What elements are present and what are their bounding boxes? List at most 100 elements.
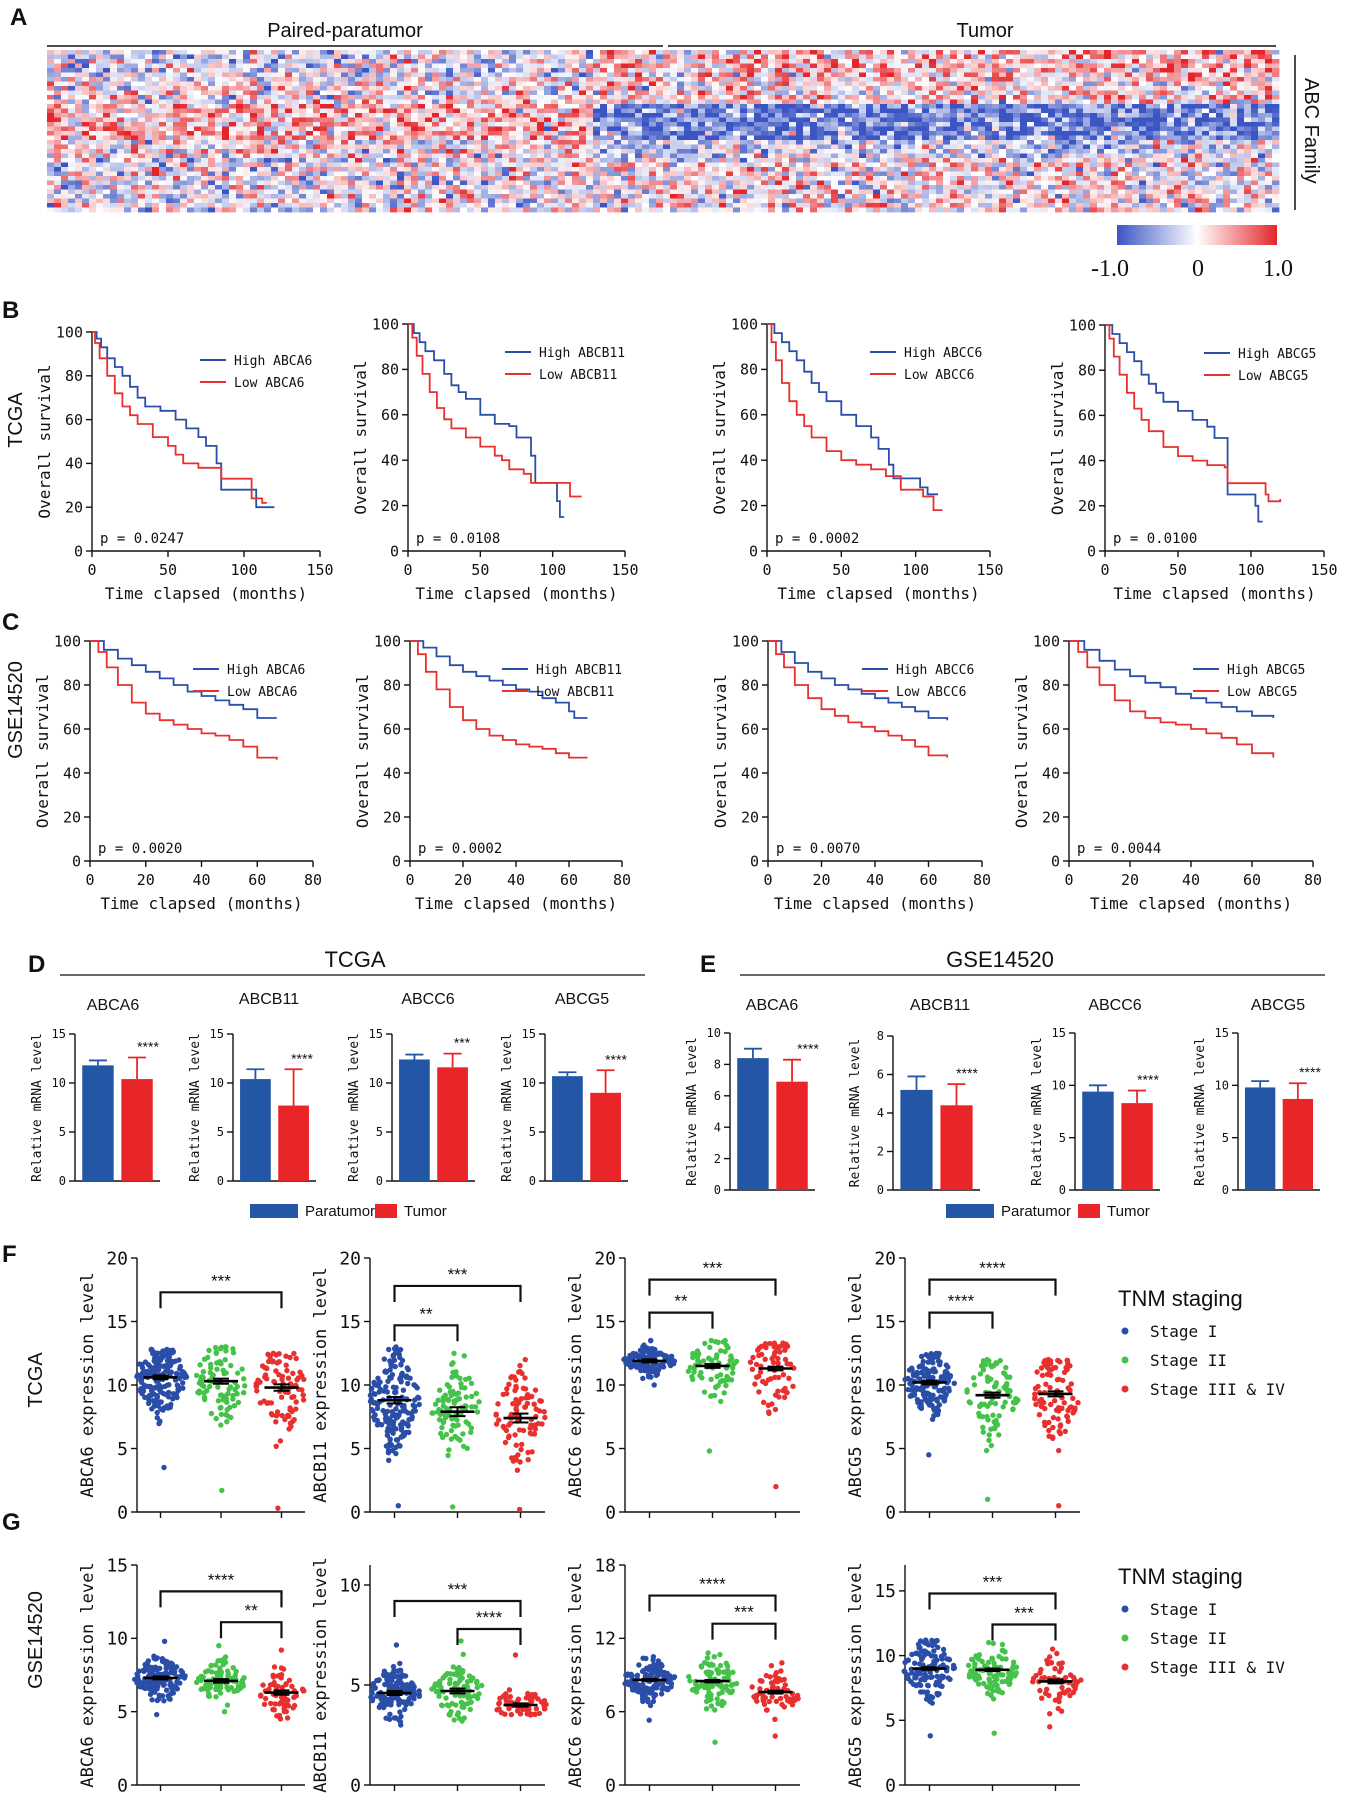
heatmap-cell bbox=[215, 144, 223, 150]
heatmap-cell bbox=[187, 63, 195, 69]
heatmap-cell bbox=[607, 108, 615, 114]
heatmap-cell bbox=[61, 171, 69, 177]
heatmap-cell bbox=[306, 149, 314, 154]
heatmap-group-label-paratumor: Paired-paratumor bbox=[267, 20, 423, 42]
heatmap-cell bbox=[817, 117, 825, 123]
heatmap-cell bbox=[859, 95, 867, 100]
heatmap-cell bbox=[796, 99, 804, 105]
heatmap-cell bbox=[649, 81, 657, 87]
heatmap-cell bbox=[334, 99, 342, 105]
heatmap-cell bbox=[1111, 99, 1119, 105]
heatmap-cell bbox=[1104, 86, 1112, 91]
heatmap-cell bbox=[292, 158, 300, 163]
heatmap-cell bbox=[285, 77, 293, 82]
heatmap-cell bbox=[838, 131, 846, 136]
heatmap-cell bbox=[929, 50, 937, 55]
heatmap-cell bbox=[537, 81, 545, 87]
heatmap-cell bbox=[684, 72, 692, 78]
heatmap-cell bbox=[509, 81, 517, 87]
heatmap-cell bbox=[1125, 77, 1133, 82]
heatmap-cell bbox=[684, 108, 692, 114]
heatmap-cell bbox=[61, 162, 69, 168]
heatmap-cell bbox=[691, 135, 699, 141]
heatmap-cell bbox=[922, 144, 930, 150]
heatmap-cell bbox=[145, 126, 153, 132]
heatmap-cell bbox=[740, 117, 748, 123]
heatmap-cell bbox=[600, 72, 608, 78]
heatmap-cell bbox=[61, 113, 69, 118]
heatmap-cell bbox=[397, 86, 405, 91]
heatmap-cell bbox=[1076, 167, 1084, 172]
heatmap-cell bbox=[677, 68, 685, 73]
heatmap-cell bbox=[432, 162, 440, 168]
heatmap-cell bbox=[803, 149, 811, 154]
heatmap-cell bbox=[1055, 68, 1063, 73]
heatmap-cell bbox=[1132, 167, 1140, 172]
heatmap-cell bbox=[362, 158, 370, 163]
heatmap-cell bbox=[411, 99, 419, 105]
heatmap-cell bbox=[453, 162, 461, 168]
heatmap-cell bbox=[404, 135, 412, 141]
heatmap-cell bbox=[278, 59, 286, 64]
heatmap-cell bbox=[1104, 117, 1112, 123]
heatmap-cell bbox=[320, 50, 328, 55]
heatmap-cell bbox=[1041, 140, 1049, 145]
heatmap-cell bbox=[677, 50, 685, 55]
heatmap-cell bbox=[628, 126, 636, 132]
heatmap-cell bbox=[75, 122, 83, 127]
heatmap-cell bbox=[943, 122, 951, 127]
heatmap-cell bbox=[1181, 162, 1189, 168]
heatmap-cell bbox=[908, 171, 916, 177]
heatmap-cell bbox=[327, 149, 335, 154]
heatmap-cell bbox=[1237, 144, 1245, 150]
heatmap-cell bbox=[425, 68, 433, 73]
heatmap-cell bbox=[292, 162, 300, 168]
heatmap-cell bbox=[131, 63, 139, 69]
heatmap-cell bbox=[439, 72, 447, 78]
heatmap-cell bbox=[1181, 59, 1189, 64]
heatmap-cell bbox=[187, 117, 195, 123]
heatmap-cell bbox=[1125, 131, 1133, 136]
heatmap-cell bbox=[194, 95, 202, 100]
heatmap-cell bbox=[1181, 167, 1189, 172]
heatmap-cell bbox=[1111, 153, 1119, 159]
heatmap-cell bbox=[880, 117, 888, 123]
heatmap-cell bbox=[1125, 140, 1133, 145]
heatmap-cell bbox=[922, 117, 930, 123]
heatmap-cell bbox=[999, 171, 1007, 177]
heatmap-cell bbox=[47, 90, 55, 96]
heatmap-cell bbox=[950, 113, 958, 118]
heatmap-cell bbox=[551, 144, 559, 150]
heatmap-cell bbox=[887, 122, 895, 127]
heatmap-cell bbox=[733, 122, 741, 127]
heatmap-cell bbox=[824, 162, 832, 168]
heatmap-cell bbox=[166, 95, 174, 100]
heatmap-cell bbox=[439, 108, 447, 114]
heatmap-cell bbox=[1181, 95, 1189, 100]
heatmap-cell bbox=[929, 135, 937, 141]
heatmap-cell bbox=[558, 95, 566, 100]
heatmap-cell bbox=[488, 86, 496, 91]
heatmap-cell bbox=[551, 99, 559, 105]
heatmap-cell bbox=[719, 113, 727, 118]
heatmap-cell bbox=[1048, 122, 1056, 127]
heatmap-cell bbox=[474, 131, 482, 136]
heatmap-cell bbox=[628, 140, 636, 145]
heatmap-cell bbox=[404, 126, 412, 132]
heatmap-cell bbox=[677, 95, 685, 100]
heatmap-cell bbox=[1020, 149, 1028, 154]
heatmap-cell bbox=[173, 90, 181, 96]
heatmap-cell bbox=[726, 104, 734, 109]
heatmap-cell bbox=[208, 72, 216, 78]
heatmap-cell bbox=[327, 176, 335, 181]
heatmap-cell bbox=[250, 117, 258, 123]
heatmap-cell bbox=[943, 68, 951, 73]
heatmap-cell bbox=[565, 131, 573, 136]
heatmap-cell bbox=[208, 104, 216, 109]
heatmap-cell bbox=[719, 81, 727, 87]
heatmap-cell bbox=[1048, 63, 1056, 69]
heatmap-cell bbox=[110, 162, 118, 168]
heatmap-cell bbox=[96, 72, 104, 78]
heatmap-cell bbox=[537, 99, 545, 105]
heatmap-cell bbox=[1209, 126, 1217, 132]
